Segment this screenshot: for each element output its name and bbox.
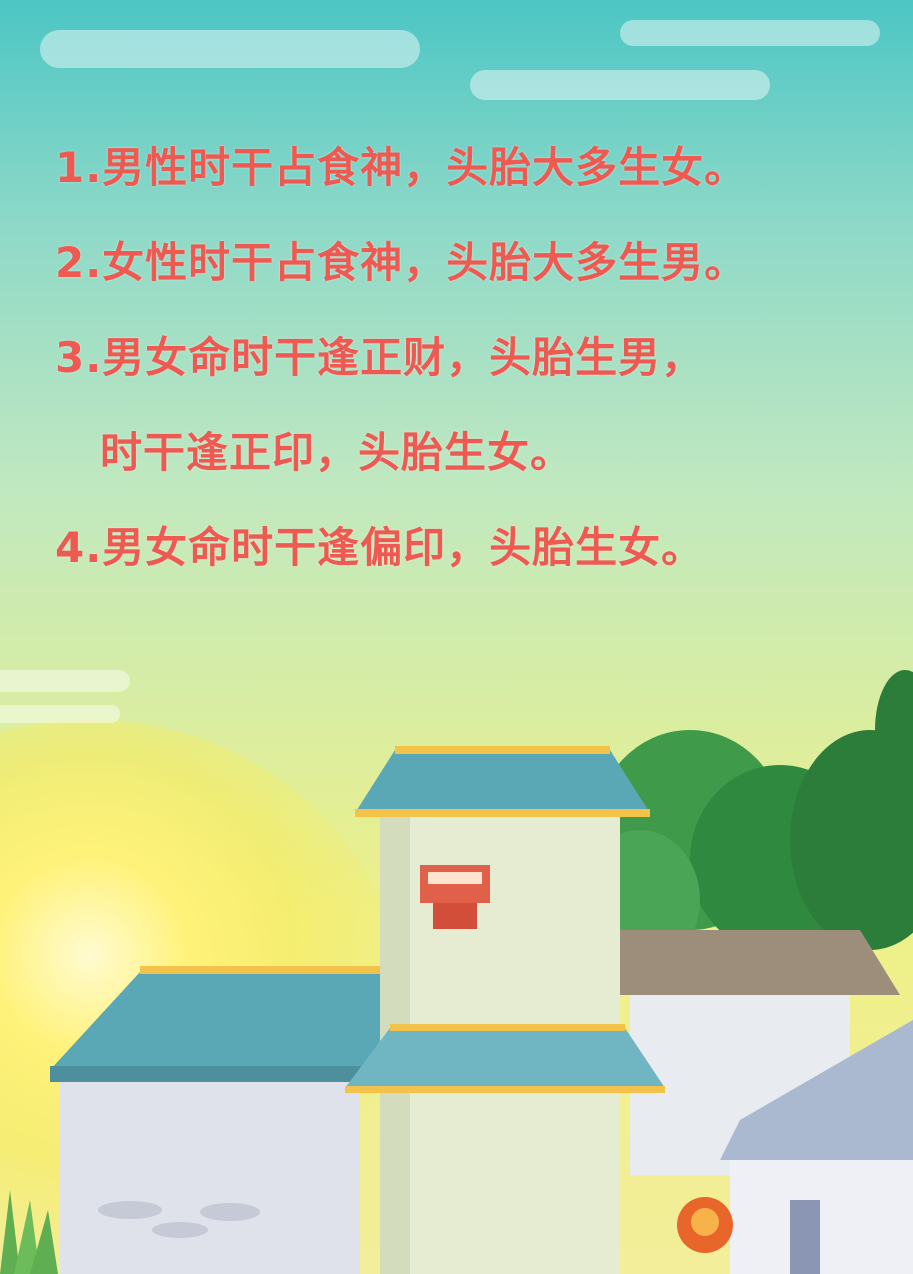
cloud	[470, 70, 770, 100]
text-line: 3.男女命时干逢正财，头胎生男，	[55, 333, 705, 382]
cloud	[0, 705, 120, 723]
cloud	[620, 20, 880, 46]
text-block: 1.男性时干占食神，头胎大多生女。 2.女性时干占食神，头胎大多生男。 3.男女…	[0, 0, 913, 620]
lower-roof	[345, 1024, 665, 1093]
text-line: 1.男性时干占食神，头胎大多生女。	[55, 143, 748, 192]
text-line: 4.男女命时干逢偏印，头胎生女。	[55, 523, 705, 572]
cloud	[0, 670, 130, 692]
cloud	[40, 30, 420, 68]
right-front-building	[677, 1020, 913, 1274]
village-illustration	[0, 670, 913, 1274]
tower	[355, 746, 650, 1274]
left-building	[50, 966, 380, 1274]
grass	[0, 1190, 58, 1274]
text-line: 时干逢正印，头胎生女。	[100, 428, 574, 477]
trees	[580, 670, 913, 970]
text-line: 2.女性时干占食神，头胎大多生男。	[55, 238, 748, 287]
